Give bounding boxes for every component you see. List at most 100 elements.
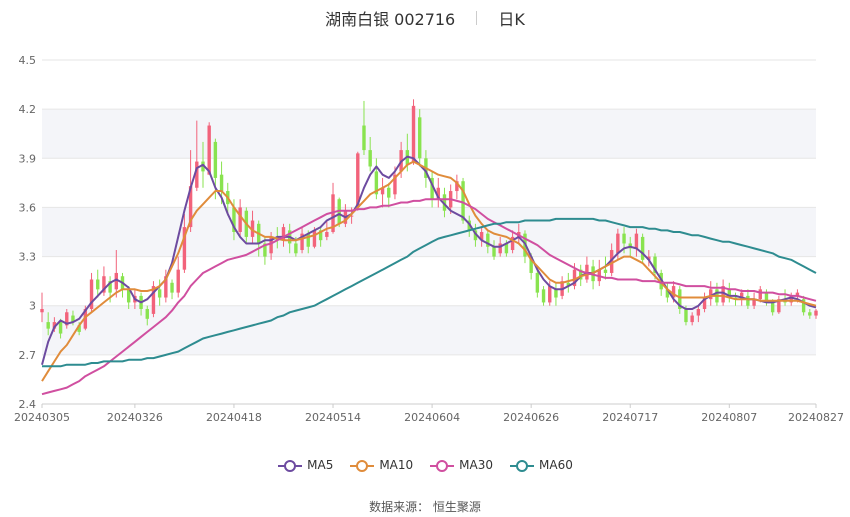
candle-body (770, 302, 775, 313)
candle-body (579, 269, 583, 280)
legend-item-ma5[interactable]: MA5 (277, 458, 333, 473)
candle-body (498, 243, 502, 254)
candle-body (232, 207, 236, 232)
grid-band (42, 109, 816, 159)
candle-body (684, 308, 688, 323)
candle-body (362, 125, 366, 151)
candle-body (529, 256, 533, 273)
candle-body (52, 322, 57, 329)
candle-body (281, 227, 286, 241)
candle-body (640, 236, 645, 260)
candle-body (665, 289, 670, 298)
candle-body (696, 308, 701, 316)
candle-body (653, 256, 657, 273)
candle-body (758, 289, 762, 300)
candle-body (356, 153, 360, 208)
legend-marker-icon (510, 459, 535, 472)
legend-marker-icon (278, 459, 303, 472)
y-tick-label: 2.7 (19, 349, 37, 362)
candle-body (566, 282, 571, 287)
candle-body (709, 289, 713, 300)
legend-item-ma30[interactable]: MA30 (429, 458, 493, 473)
candle-body (801, 299, 806, 313)
candle-body (213, 141, 218, 178)
x-tick-label: 20240604 (404, 411, 460, 424)
candle-body (126, 289, 131, 303)
candle-body (201, 161, 205, 172)
title-divider (476, 11, 478, 25)
x-tick-label: 20240326 (107, 411, 163, 424)
x-tick-label: 20240514 (305, 411, 361, 424)
y-tick-label: 3 (29, 300, 36, 313)
y-tick-label: 3.6 (19, 201, 37, 214)
legend-label: MA30 (459, 458, 494, 473)
candle-body (622, 233, 626, 244)
candle-body (430, 177, 434, 200)
x-tick-label: 20240305 (14, 411, 70, 424)
candle-body (814, 310, 818, 316)
ma-line-ma30 (41, 198, 817, 396)
candle-body (808, 312, 812, 316)
chart-legend: MA5 MA10 MA30 MA60 (0, 458, 850, 473)
candle-body (486, 233, 490, 247)
candle-body (671, 286, 676, 298)
candle-body (795, 292, 800, 296)
candle-body (176, 269, 180, 293)
candle-body (238, 207, 242, 232)
candle-body (411, 105, 416, 162)
legend-marker-icon (430, 459, 455, 472)
candle-body (572, 269, 577, 287)
candle-body (170, 282, 174, 293)
candle-body (114, 272, 119, 290)
x-tick-label: 20240626 (503, 411, 559, 424)
period-label[interactable]: 日K (498, 10, 525, 29)
candle-body (374, 171, 379, 195)
candle-body (263, 243, 267, 257)
candle-body (473, 230, 478, 241)
candle-body (387, 187, 391, 198)
candle-body (102, 276, 106, 293)
candle-body (702, 297, 707, 309)
candle-body (312, 230, 317, 247)
legend-item-ma10[interactable]: MA10 (349, 458, 413, 473)
candle-body (777, 299, 781, 313)
y-tick-label: 3.3 (19, 251, 37, 264)
candle-body (479, 232, 484, 241)
y-tick-label: 4.5 (19, 54, 37, 67)
x-tick-label: 20240807 (701, 411, 757, 424)
candle-body (40, 308, 44, 313)
y-tick-label: 4.2 (19, 103, 37, 116)
x-tick-label: 20240827 (788, 411, 844, 424)
candle-body (752, 299, 756, 306)
x-tick-label: 20240717 (602, 411, 658, 424)
legend-label: MA5 (307, 458, 334, 473)
candle-body (764, 292, 769, 303)
candle-body (461, 181, 465, 221)
candle-body (727, 289, 732, 298)
candle-body (436, 187, 440, 200)
candle-body (195, 161, 199, 188)
candle-body (83, 308, 88, 329)
x-tick-label: 20240418 (206, 411, 262, 424)
candle-body (609, 250, 614, 273)
candle-body (325, 232, 329, 237)
chart-title-bar: 湖南白银 002716 日K (0, 6, 850, 29)
data-source-value: 恒生聚源 (432, 500, 481, 514)
ma-line-ma60 (42, 217, 817, 368)
candle-body (368, 150, 372, 167)
chart-title: 湖南白银 002716 (325, 10, 456, 29)
candle-body (510, 236, 515, 251)
candle-body (442, 194, 447, 211)
legend-item-ma60[interactable]: MA60 (509, 458, 573, 473)
candle-body (647, 256, 651, 260)
candle-body (349, 215, 354, 217)
candle-body (269, 236, 273, 254)
legend-label: MA10 (379, 458, 414, 473)
candle-body (393, 174, 397, 195)
candle-body (96, 279, 100, 290)
candle-body (306, 233, 310, 247)
candle-body (46, 322, 50, 329)
candle-body (789, 295, 793, 303)
candle-body (380, 187, 385, 195)
